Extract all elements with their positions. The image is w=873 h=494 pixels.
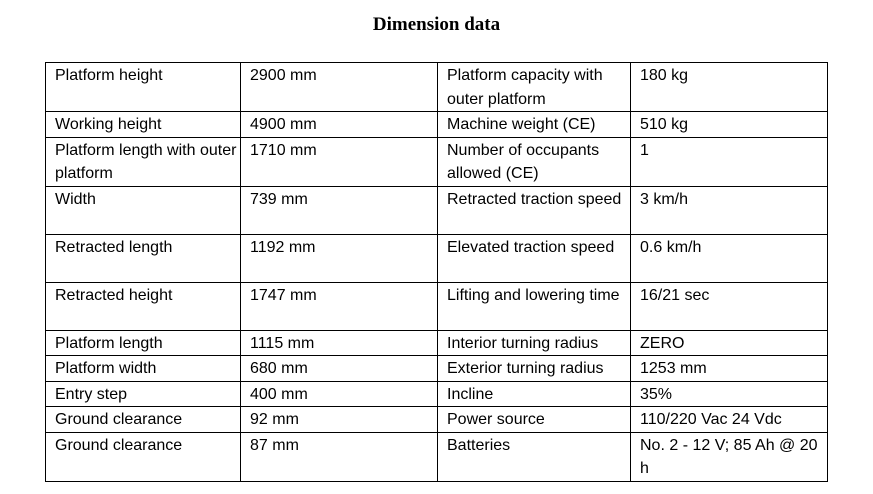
table-row: Width 739 mm Retracted traction speed 3 km/… [45,185,828,235]
property-value: 1115 mm [240,329,438,356]
dimension-table: Platform height 2900 mm Platform capacity … [45,62,828,482]
property-value: ZERO [630,329,828,356]
property-name: Working height [45,111,241,138]
table-row: Platform length with outer platform 1710 … [45,136,828,187]
property-name: Ground clearance [45,431,241,482]
property-value: No. 2 - 12 V; 85 Ah @ 20 h [630,431,828,482]
property-value: 3 km/h [630,185,828,235]
property-name: Platform length with outer platform [45,136,241,187]
property-name: Platform capacity with outer platform [437,62,631,112]
property-name: Retracted height [45,281,241,331]
property-name: Incline [437,380,631,407]
property-value: 110/220 Vac 24 Vdc [630,406,828,433]
table-row: Platform length 1115 mm Interior turning r… [45,329,828,356]
property-name: Machine weight (CE) [437,111,631,138]
property-value: 87 mm [240,431,438,482]
property-name: Ground clearance [45,406,241,433]
property-value: 92 mm [240,406,438,433]
table-row: Ground clearance 87 mm Batteries No. 2 - 12… [45,431,828,482]
property-name: Batteries [437,431,631,482]
property-name: Exterior turning radius [437,355,631,382]
property-value: 1192 mm [240,233,438,283]
table-row: Retracted length 1192 mm Elevated traction… [45,233,828,283]
property-name: Width [45,185,241,235]
property-name: Entry step [45,380,241,407]
property-value: 35% [630,380,828,407]
property-value: 4900 mm [240,111,438,138]
property-name: Platform height [45,62,241,112]
table-row: Platform height 2900 mm Platform capacity … [45,62,828,112]
property-value: 400 mm [240,380,438,407]
property-name: Interior turning radius [437,329,631,356]
property-name: Retracted length [45,233,241,283]
property-value: 680 mm [240,355,438,382]
property-name: Power source [437,406,631,433]
property-name: Elevated traction speed [437,233,631,283]
property-name: Platform length [45,329,241,356]
property-value: 2900 mm [240,62,438,112]
table-row: Ground clearance 92 mm Power source 110/220… [45,406,828,433]
title: Dimension data [372,14,501,35]
property-value: 16/21 sec [630,281,828,331]
property-name: Platform width [45,355,241,382]
property-value: 1710 mm [240,136,438,187]
property-name: Lifting and lowering time [437,281,631,331]
property-name: Number of occupants allowed (CE) [437,136,631,187]
property-value: 1 [630,136,828,187]
property-value: 180 kg [630,62,828,112]
table-row: Entry step 400 mm Incline 35% [45,380,828,407]
table-row: Retracted height 1747 mm Lifting and lower… [45,281,828,331]
property-value: 0.6 km/h [630,233,828,283]
table-row: Platform width 680 mm Exterior turning rad… [45,355,828,382]
property-value: 739 mm [240,185,438,235]
property-value: 1747 mm [240,281,438,331]
property-value: 510 kg [630,111,828,138]
property-value: 1253 mm [630,355,828,382]
property-name: Retracted traction speed [437,185,631,235]
table-row: Working height 4900 mm Machine weight (CE)… [45,111,828,138]
